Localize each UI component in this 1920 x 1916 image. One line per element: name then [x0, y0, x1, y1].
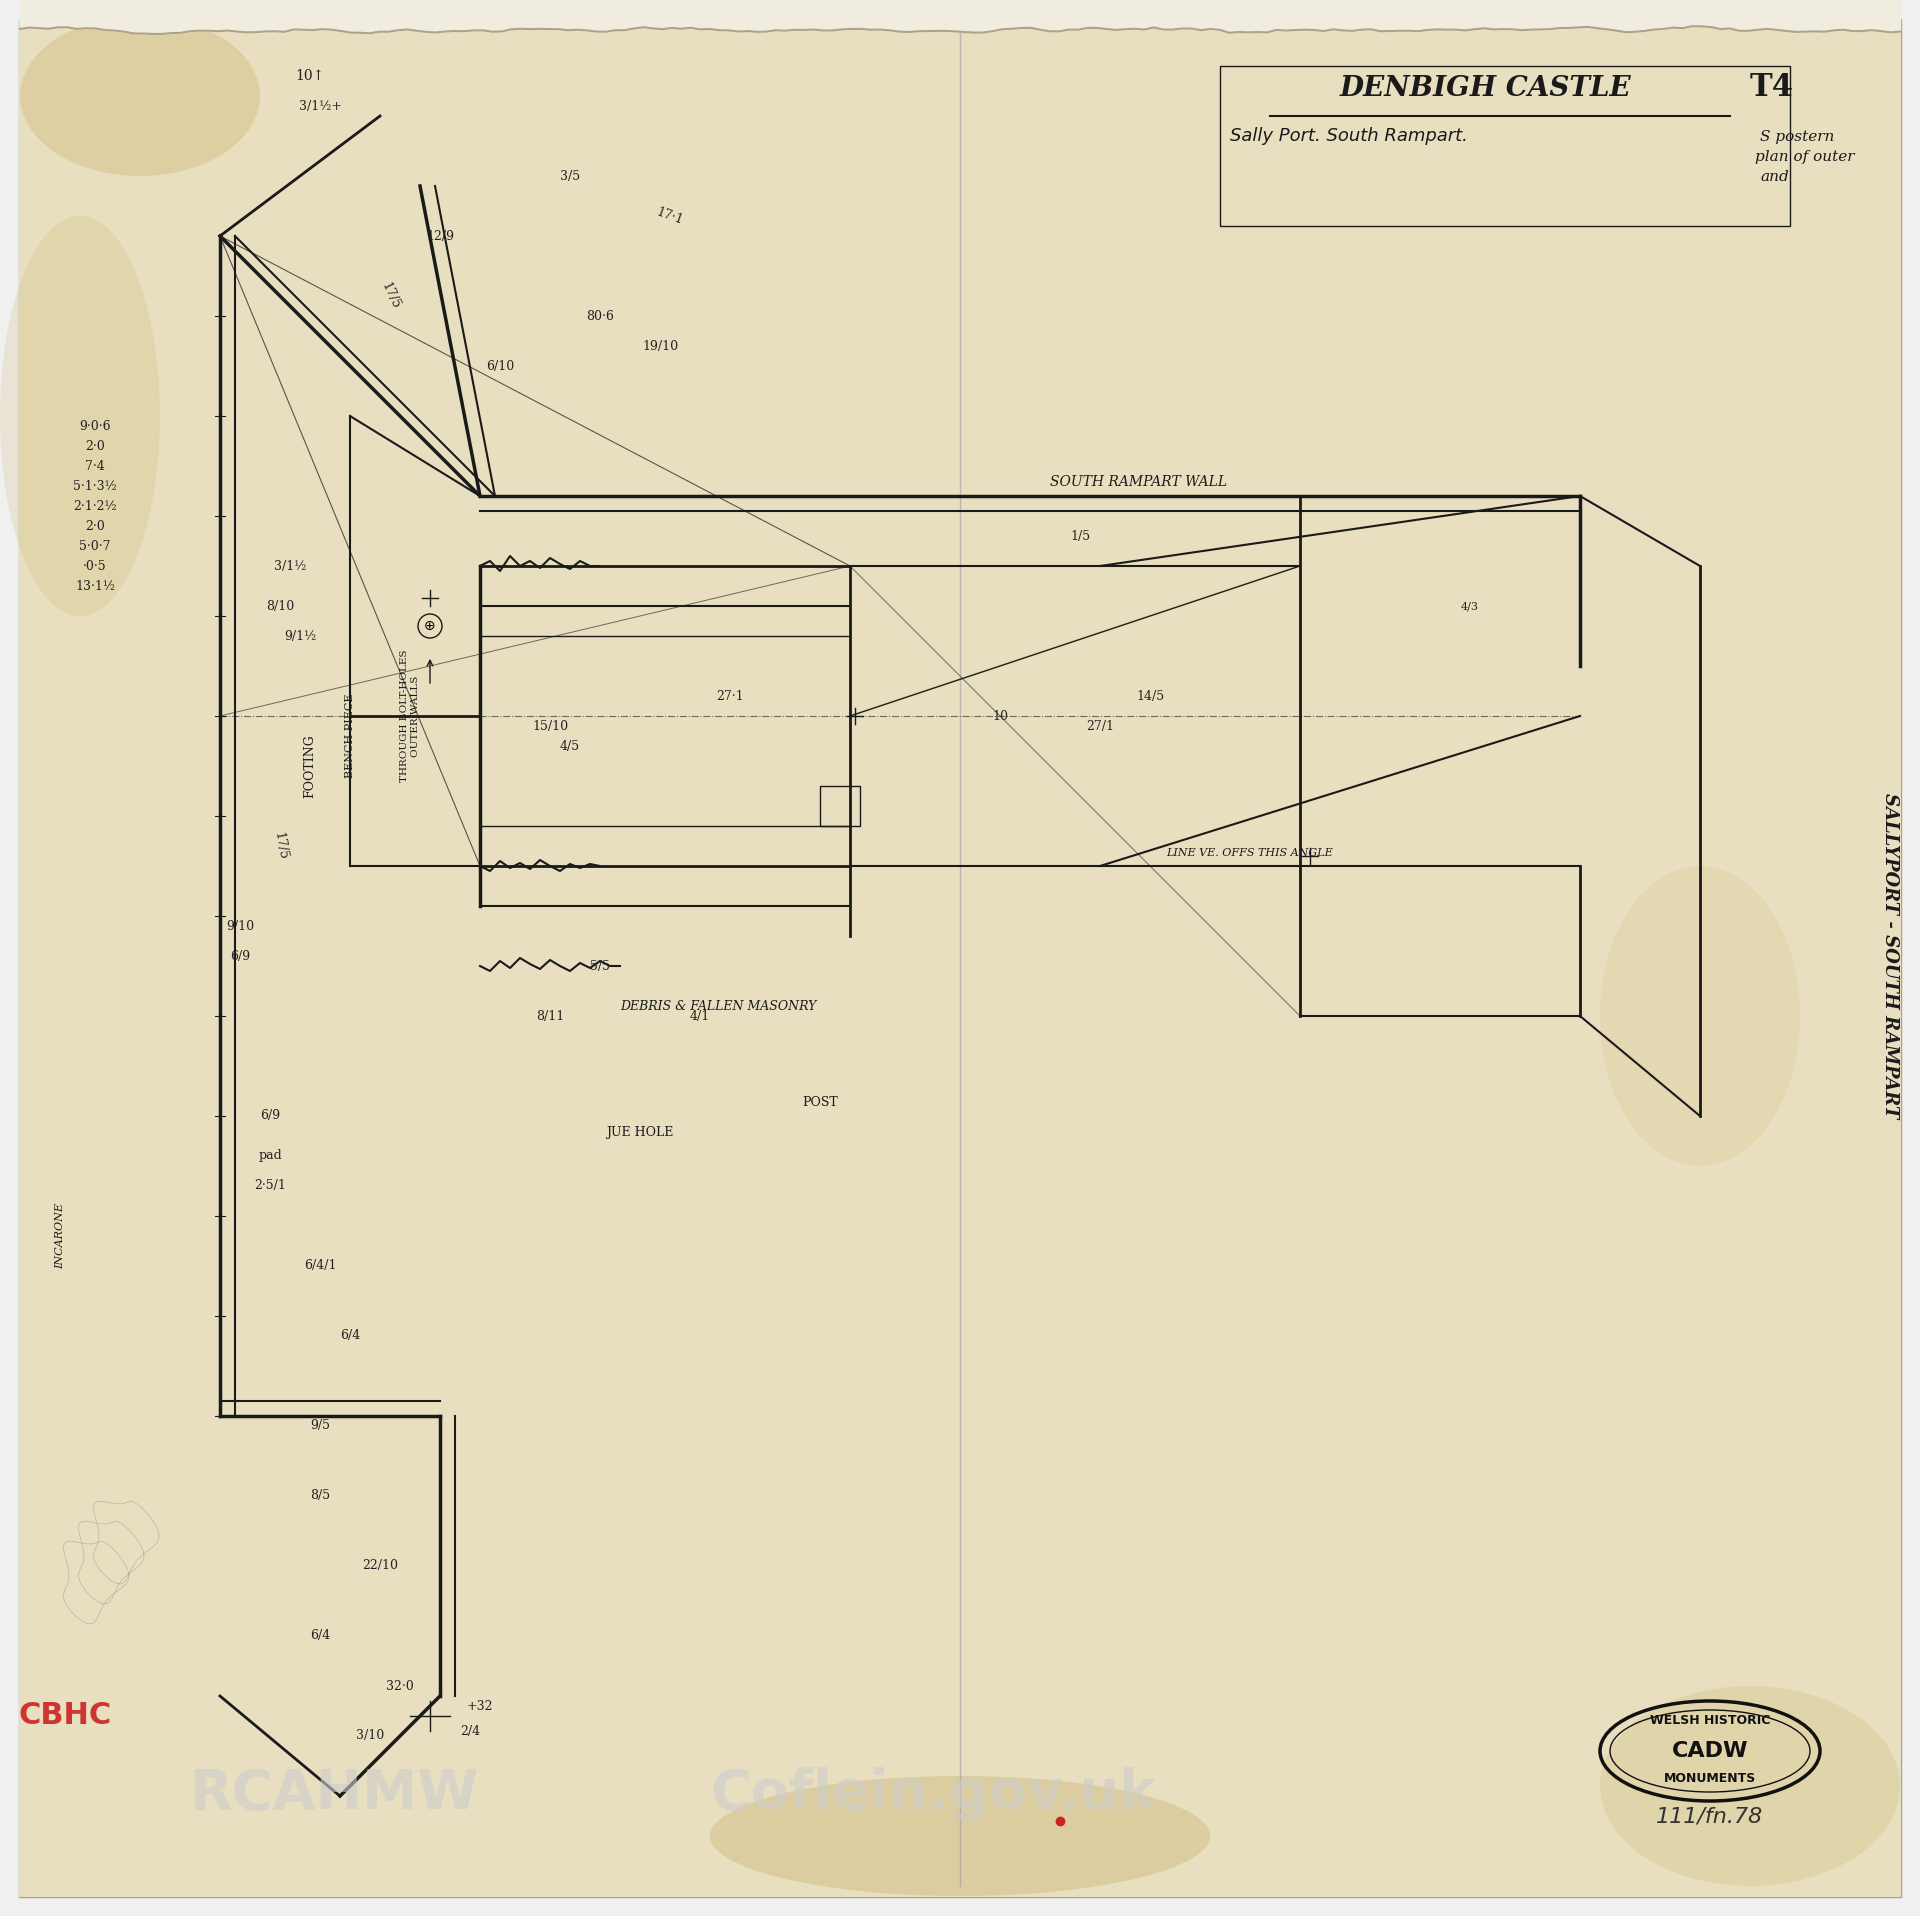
- Text: BENCH PIECE: BENCH PIECE: [346, 694, 355, 778]
- Text: 14/5: 14/5: [1137, 690, 1164, 703]
- Text: 3/1½: 3/1½: [275, 559, 305, 573]
- Text: JUE HOLE: JUE HOLE: [607, 1127, 674, 1138]
- Ellipse shape: [1599, 1686, 1901, 1885]
- Text: 1/5: 1/5: [1069, 529, 1091, 542]
- Text: 12/9: 12/9: [426, 230, 453, 243]
- Text: INCARONE: INCARONE: [56, 1203, 65, 1268]
- Text: plan of outer: plan of outer: [1755, 149, 1855, 165]
- Text: 9/10: 9/10: [227, 920, 253, 933]
- Text: 10↑: 10↑: [296, 69, 324, 82]
- Text: CBHC: CBHC: [19, 1701, 111, 1730]
- Text: 17/5: 17/5: [378, 280, 401, 312]
- Text: CADW: CADW: [1672, 1742, 1749, 1761]
- Text: WELSH HISTORIC: WELSH HISTORIC: [1649, 1715, 1770, 1728]
- Text: SALLYPORT - SOUTH RAMPART: SALLYPORT - SOUTH RAMPART: [1882, 793, 1899, 1119]
- Text: 6/10: 6/10: [486, 360, 515, 372]
- Text: 2·1·2½: 2·1·2½: [73, 500, 117, 512]
- Text: 19/10: 19/10: [641, 339, 678, 353]
- Text: 6/4: 6/4: [340, 1330, 361, 1343]
- Text: 2·0: 2·0: [84, 439, 106, 452]
- Text: 4/5: 4/5: [561, 740, 580, 753]
- Text: Sally Port. South Rampart.: Sally Port. South Rampart.: [1231, 126, 1469, 146]
- Text: 9·0·6: 9·0·6: [79, 420, 111, 433]
- Text: 6/4: 6/4: [309, 1629, 330, 1642]
- Text: 5·1·3½: 5·1·3½: [73, 479, 117, 492]
- Bar: [820, 786, 860, 826]
- Text: 27·1: 27·1: [716, 690, 743, 703]
- Ellipse shape: [1599, 866, 1801, 1167]
- Bar: [19, 19, 1901, 1897]
- Text: 32·0: 32·0: [386, 1680, 415, 1692]
- Text: and: and: [1761, 171, 1789, 184]
- Text: RCAHMW: RCAHMW: [190, 1767, 480, 1820]
- Text: 7·4: 7·4: [84, 460, 106, 473]
- Text: 6/9: 6/9: [259, 1109, 280, 1123]
- Text: 27/1: 27/1: [1087, 720, 1114, 732]
- Text: 111/fn.78: 111/fn.78: [1657, 1807, 1764, 1826]
- Text: 17·1: 17·1: [655, 205, 685, 226]
- Ellipse shape: [710, 1776, 1210, 1897]
- Text: 80·6: 80·6: [586, 310, 614, 322]
- Text: 5/5: 5/5: [589, 960, 611, 973]
- Text: ·0·5: ·0·5: [83, 559, 108, 573]
- Text: FOOTING: FOOTING: [303, 734, 317, 797]
- Text: 13·1½: 13·1½: [75, 579, 115, 592]
- Text: T4: T4: [1749, 73, 1793, 103]
- Ellipse shape: [19, 15, 259, 176]
- Text: SOUTH RAMPART WALL: SOUTH RAMPART WALL: [1050, 475, 1227, 489]
- Text: POST: POST: [803, 1096, 837, 1109]
- Text: 6/4/1: 6/4/1: [303, 1259, 336, 1272]
- Text: 5·0·7: 5·0·7: [79, 540, 111, 552]
- Text: 8/11: 8/11: [536, 1010, 564, 1023]
- Text: S postern: S postern: [1761, 130, 1834, 144]
- Bar: [1219, 65, 1789, 226]
- Text: 4/3: 4/3: [1461, 602, 1478, 611]
- Text: LINE VE. OFFS THIS ANGLE: LINE VE. OFFS THIS ANGLE: [1167, 849, 1332, 858]
- Text: 6/9: 6/9: [230, 950, 250, 962]
- Text: 17/5: 17/5: [271, 832, 288, 860]
- Text: 9/1½: 9/1½: [284, 630, 317, 642]
- Text: Coflein.gov.uk: Coflein.gov.uk: [710, 1767, 1156, 1820]
- Text: THROUGH BOLT-HOLES
OUTER WALLS: THROUGH BOLT-HOLES OUTER WALLS: [399, 650, 420, 782]
- Text: 3/10: 3/10: [355, 1730, 384, 1742]
- Text: 2·0: 2·0: [84, 519, 106, 533]
- Text: 8/5: 8/5: [309, 1489, 330, 1502]
- Text: 3/5: 3/5: [561, 169, 580, 182]
- Text: ⊕: ⊕: [424, 619, 436, 632]
- Text: +32: +32: [467, 1699, 493, 1713]
- Text: 2/4: 2/4: [461, 1724, 480, 1738]
- Text: 2·5/1: 2·5/1: [253, 1180, 286, 1192]
- Text: DEBRIS & FALLEN MASONRY: DEBRIS & FALLEN MASONRY: [620, 1000, 816, 1012]
- Text: 9/5: 9/5: [309, 1420, 330, 1433]
- Ellipse shape: [0, 217, 159, 617]
- Text: 4/1: 4/1: [689, 1010, 710, 1023]
- Text: DENBIGH CASTLE: DENBIGH CASTLE: [1340, 75, 1632, 102]
- Text: MONUMENTS: MONUMENTS: [1665, 1772, 1757, 1786]
- Text: 15/10: 15/10: [532, 720, 568, 732]
- Text: 3/1½+: 3/1½+: [298, 100, 342, 113]
- Text: pad: pad: [257, 1150, 282, 1163]
- Text: 10: 10: [993, 709, 1008, 722]
- Text: 22/10: 22/10: [363, 1560, 397, 1573]
- Text: 8/10: 8/10: [265, 600, 294, 613]
